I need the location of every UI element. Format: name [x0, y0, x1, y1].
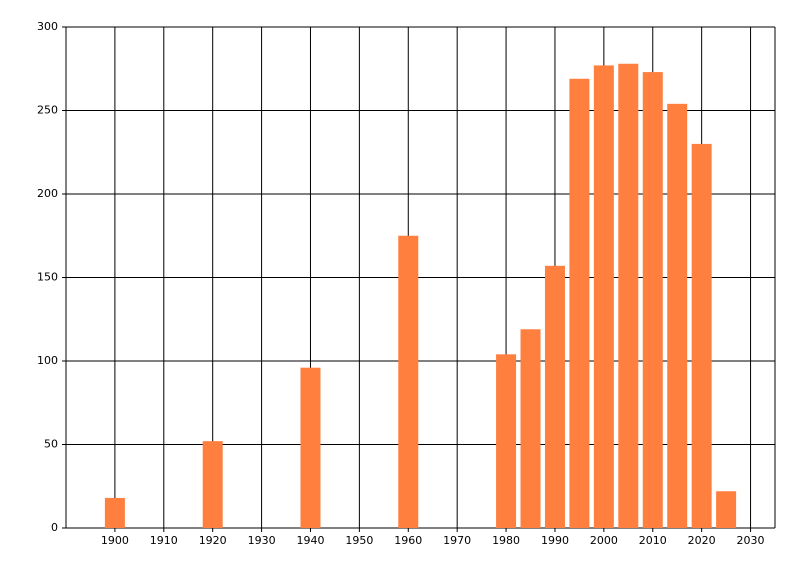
bar [569, 78, 590, 529]
x-tick-label: 2020 [688, 534, 716, 547]
x-tick-label: 1950 [345, 534, 373, 547]
y-tick-label: 300 [37, 20, 58, 33]
x-tick-label: 2030 [737, 534, 765, 547]
bar [691, 143, 712, 528]
bar [544, 265, 565, 528]
bar [618, 63, 639, 529]
bar [520, 329, 541, 528]
bar [593, 65, 614, 528]
x-tick-label: 1990 [541, 534, 569, 547]
bar [300, 367, 321, 528]
bar [398, 235, 419, 528]
x-tick-label: 2000 [590, 534, 618, 547]
bar [642, 72, 663, 528]
x-tick-label: 1940 [296, 534, 324, 547]
y-tick-label: 0 [51, 521, 58, 534]
x-tick-label: 1980 [492, 534, 520, 547]
y-tick-label: 150 [37, 271, 58, 284]
x-tick-label: 1910 [150, 534, 178, 547]
y-tick-label: 50 [44, 438, 58, 451]
y-tick-label: 250 [37, 104, 58, 117]
y-tick-label: 100 [37, 354, 58, 367]
bar [667, 103, 688, 528]
bar [716, 491, 737, 528]
bar [496, 354, 517, 528]
x-tick-label: 2010 [639, 534, 667, 547]
x-tick-label: 1930 [248, 534, 276, 547]
y-tick-label: 200 [37, 187, 58, 200]
x-tick-label: 1960 [394, 534, 422, 547]
x-tick-label: 1920 [199, 534, 227, 547]
x-tick-label: 1970 [443, 534, 471, 547]
bar [202, 441, 223, 528]
bar [104, 497, 125, 528]
x-tick-label: 1900 [101, 534, 129, 547]
